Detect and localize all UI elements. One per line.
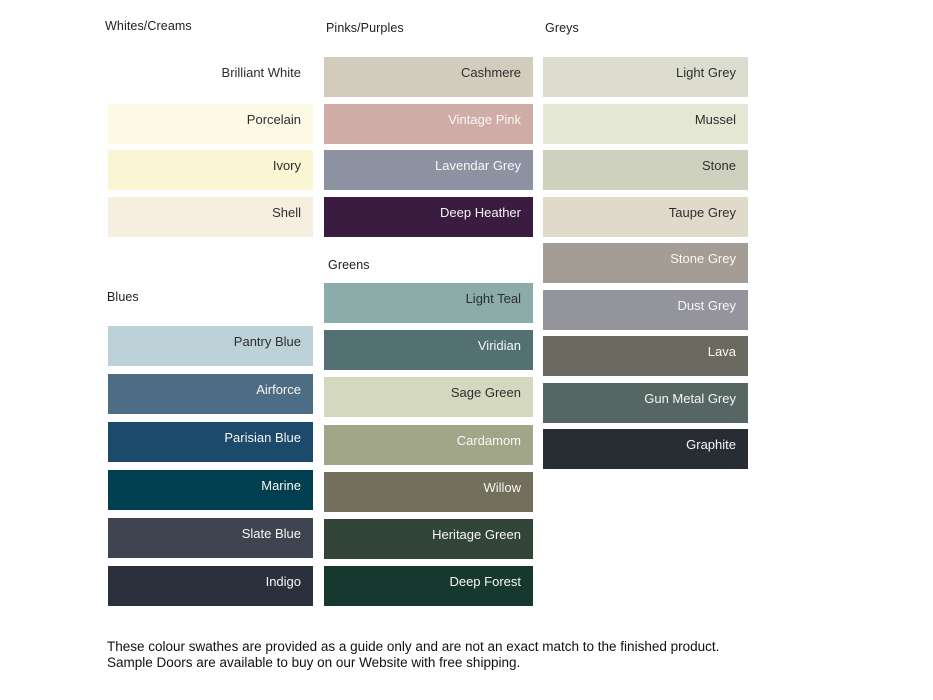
swatch-label: Heritage Green: [432, 526, 521, 542]
swatch-label: Taupe Grey: [668, 204, 736, 220]
swatch-label: Willow: [483, 479, 521, 495]
swatch-label: Porcelain: [246, 111, 301, 127]
swatch-heritage-green: Heritage Green: [324, 518, 533, 559]
swatch-group-greys: Light Grey Mussel Stone Taupe Grey Stone Gre…: [543, 57, 748, 476]
swatch-label: Marine: [261, 478, 301, 493]
swatch-brilliant-white: Brilliant White: [108, 57, 313, 97]
swatch-vintage-pink: Vintage Pink: [324, 103, 533, 144]
swatch-willow: Willow: [324, 471, 533, 512]
swatch-stone: Stone: [543, 150, 748, 190]
swatch-label: Cardamom: [456, 432, 521, 448]
swatch-label: Deep Heather: [440, 204, 521, 220]
group-title-pinks-purples: Pinks/Purples: [326, 21, 404, 35]
group-title-blues: Blues: [107, 290, 139, 304]
swatch-label: Graphite: [686, 437, 736, 452]
swatch-cashmere: Cashmere: [324, 57, 533, 97]
swatch-label: Light Teal: [465, 291, 521, 306]
swatch-label: Ivory: [272, 158, 301, 173]
swatch-lava: Lava: [543, 336, 748, 376]
swatch-deep-forest: Deep Forest: [324, 566, 533, 607]
swatch-label: Dust Grey: [677, 297, 736, 313]
swatch-label: Stone Grey: [670, 251, 736, 266]
group-title-whites-creams: Whites/Creams: [105, 19, 192, 33]
swatch-parisian-blue: Parisian Blue: [108, 422, 313, 462]
swatch-pantry-blue: Pantry Blue: [108, 326, 313, 366]
swatch-graphite: Graphite: [543, 429, 748, 469]
group-title-greens: Greens: [328, 258, 370, 272]
swatch-label: Sage Green: [450, 385, 521, 401]
swatch-label: Lavendar Grey: [435, 158, 521, 173]
swatch-label: Gun Metal Grey: [644, 390, 736, 406]
swatch-ivory: Ivory: [108, 150, 313, 190]
swatch-group-greens: Light Teal Viridian Sage Green Cardamom Will…: [324, 283, 533, 613]
swatch-sage-green: Sage Green: [324, 377, 533, 418]
swatch-label: Viridian: [477, 338, 521, 354]
swatch-label: Parisian Blue: [224, 430, 301, 445]
swatch-light-grey: Light Grey: [543, 57, 748, 97]
swatch-label: Indigo: [265, 574, 301, 589]
swatch-dust-grey: Dust Grey: [543, 289, 748, 330]
swatch-label: Airforce: [256, 382, 301, 397]
swatch-marine: Marine: [108, 470, 313, 510]
swatch-taupe-grey: Taupe Grey: [543, 196, 748, 237]
swatch-light-teal: Light Teal: [324, 283, 533, 323]
swatch-label: Cashmere: [461, 65, 521, 80]
swatch-label: Light Grey: [676, 65, 736, 80]
swatch-deep-heather: Deep Heather: [324, 196, 533, 237]
swatch-cardamom: Cardamom: [324, 424, 533, 465]
swatch-label: Shell: [272, 204, 301, 220]
swatch-lavendar-grey: Lavendar Grey: [324, 150, 533, 190]
swatch-porcelain: Porcelain: [108, 103, 313, 144]
swatch-viridian: Viridian: [324, 330, 533, 371]
swatch-label: Slate Blue: [241, 526, 301, 541]
swatch-indigo: Indigo: [108, 566, 313, 606]
swatch-label: Mussel: [694, 111, 736, 127]
swatch-label: Deep Forest: [449, 574, 521, 590]
swatch-shell: Shell: [108, 196, 313, 237]
swatch-gun-metal-grey: Gun Metal Grey: [543, 382, 748, 423]
group-title-greys: Greys: [545, 21, 579, 35]
swatch-label: Pantry Blue: [233, 334, 301, 349]
swatch-group-blues: Pantry Blue Airforce Parisian Blue Marine Sl…: [108, 326, 313, 614]
swatch-slate-blue: Slate Blue: [108, 518, 313, 558]
disclaimer-note: These colour swathes are provided as a g…: [107, 639, 727, 670]
swatch-label: Lava: [707, 344, 736, 359]
swatch-group-pinks-purples: Cashmere Vintage Pink Lavendar Grey Deep He…: [324, 57, 533, 243]
swatch-label: Stone: [702, 158, 736, 173]
swatch-stone-grey: Stone Grey: [543, 243, 748, 283]
swatch-label: Vintage Pink: [448, 111, 521, 127]
swatch-label: Brilliant White: [221, 65, 301, 80]
swatch-airforce: Airforce: [108, 374, 313, 414]
swatch-group-whites-creams: Brilliant White Porcelain Ivory Shell: [108, 57, 313, 243]
swatch-mussel: Mussel: [543, 103, 748, 144]
